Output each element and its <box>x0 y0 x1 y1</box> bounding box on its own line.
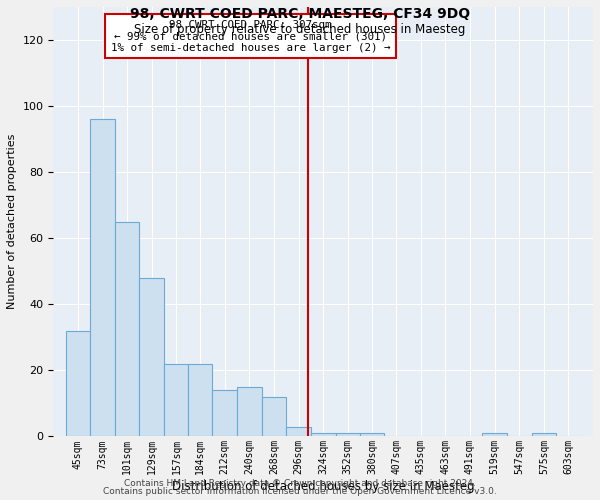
Text: 98 CWRT COED PARC: 307sqm
← 99% of detached houses are smaller (301)
1% of semi-: 98 CWRT COED PARC: 307sqm ← 99% of detac… <box>110 20 390 53</box>
Bar <box>188 364 212 436</box>
Bar <box>482 433 507 436</box>
Bar <box>335 433 360 436</box>
Bar <box>237 387 262 436</box>
Bar <box>262 397 286 436</box>
X-axis label: Distribution of detached houses by size in Maesteg: Distribution of detached houses by size … <box>172 480 475 493</box>
Text: Contains HM Land Registry data © Crown copyright and database right 2024.: Contains HM Land Registry data © Crown c… <box>124 478 476 488</box>
Bar <box>115 222 139 436</box>
Bar <box>65 330 90 436</box>
Bar <box>532 433 556 436</box>
Bar <box>139 278 164 436</box>
Bar <box>311 433 335 436</box>
Y-axis label: Number of detached properties: Number of detached properties <box>7 134 17 310</box>
Bar <box>164 364 188 436</box>
Bar <box>286 426 311 436</box>
Bar <box>360 433 384 436</box>
Text: Size of property relative to detached houses in Maesteg: Size of property relative to detached ho… <box>134 22 466 36</box>
Bar <box>90 120 115 436</box>
Text: Contains public sector information licensed under the Open Government Licence v3: Contains public sector information licen… <box>103 487 497 496</box>
Text: 98, CWRT COED PARC, MAESTEG, CF34 9DQ: 98, CWRT COED PARC, MAESTEG, CF34 9DQ <box>130 8 470 22</box>
Bar <box>212 390 237 436</box>
